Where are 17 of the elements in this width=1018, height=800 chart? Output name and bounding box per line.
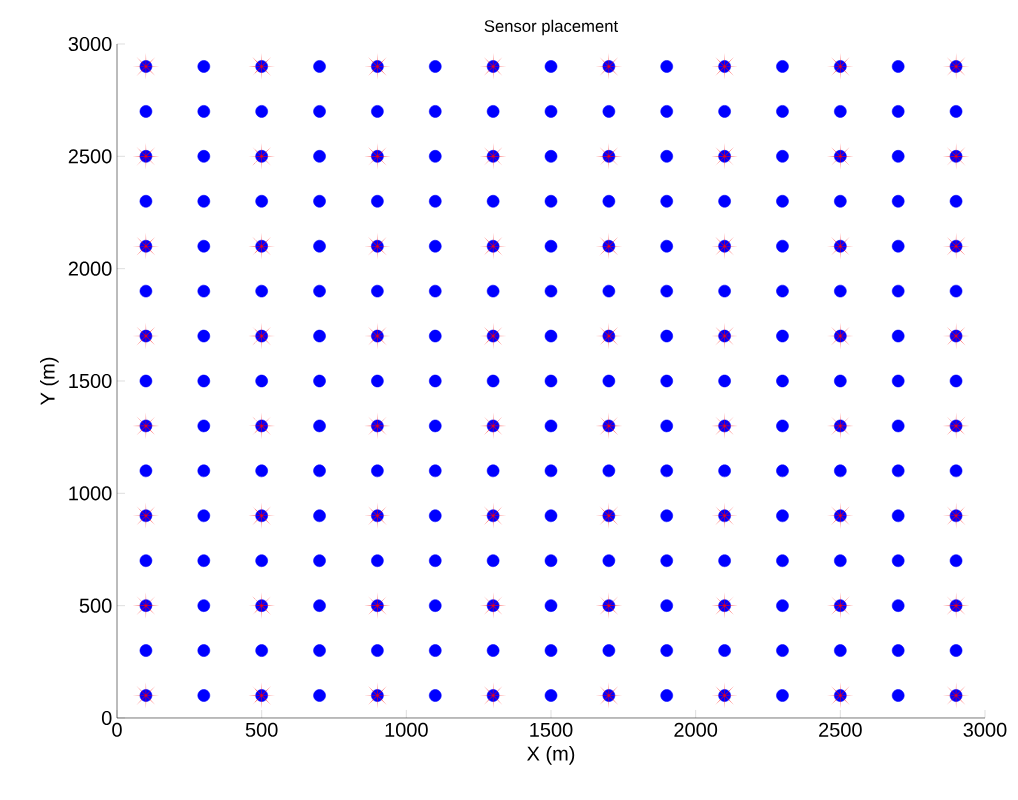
x-tick-label: 3000 [963,722,1007,737]
y-tick-label: 3000 [68,36,112,52]
x-tick-label: 2000 [674,722,718,737]
x-tick-label: 2500 [819,722,862,737]
y-tick-label: 1000 [69,486,112,501]
y-tick-label: 2500 [68,149,112,164]
x-axis-title: X (m) [527,746,575,765]
y-tick-label: 500 [79,598,112,613]
x-tick-label: 1000 [385,722,428,737]
y-tick-label: 0 [101,710,112,726]
y-tick-label: 1500 [69,373,112,389]
x-tick-label: 0 [112,722,122,737]
y-axis-title: Y (m) [40,357,59,405]
chart-title: Sensor placement [484,19,619,36]
y-tick-label: 2000 [68,261,112,276]
x-tick-label: 1500 [530,722,573,737]
x-tick-label: 500 [245,722,278,737]
